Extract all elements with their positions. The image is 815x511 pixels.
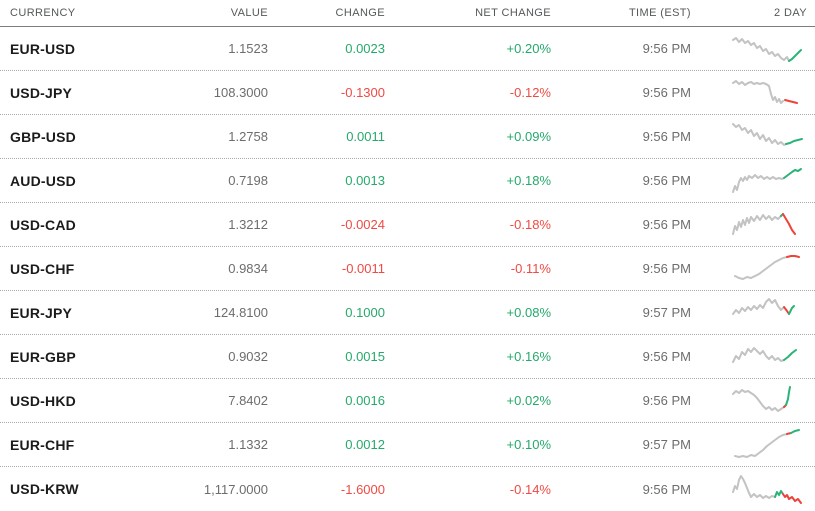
net-change-cell: +0.16% bbox=[506, 349, 551, 364]
time-cell: 9:56 PM bbox=[642, 85, 691, 100]
net-change-cell: -0.12% bbox=[509, 85, 551, 100]
table-row: USD-HKD 7.8402 0.0016 +0.02% 9:56 PM bbox=[0, 379, 815, 423]
two-day-sparkline bbox=[691, 74, 807, 112]
net-change-cell: +0.10% bbox=[506, 437, 551, 452]
change-cell: 0.0013 bbox=[345, 173, 385, 188]
value-cell: 124.8100 bbox=[213, 305, 268, 320]
table-row: USD-JPY 108.3000 -0.1300 -0.12% 9:56 PM bbox=[0, 71, 815, 115]
two-day-sparkline bbox=[691, 30, 807, 68]
table-row: EUR-JPY 124.8100 0.1000 +0.08% 9:57 PM bbox=[0, 291, 815, 335]
net-change-cell: +0.20% bbox=[506, 41, 551, 56]
table-row: EUR-GBP 0.9032 0.0015 +0.16% 9:56 PM bbox=[0, 335, 815, 379]
change-cell: 0.0023 bbox=[345, 41, 385, 56]
table-row: AUD-USD 0.7198 0.0013 +0.18% 9:56 PM bbox=[0, 159, 815, 203]
currency-pair-link[interactable]: USD-CHF bbox=[10, 260, 75, 277]
time-cell: 9:56 PM bbox=[642, 393, 691, 408]
two-day-sparkline bbox=[691, 470, 807, 508]
table-row: USD-CAD 1.3212 -0.0024 -0.18% 9:56 PM bbox=[0, 203, 815, 247]
change-cell: -1.6000 bbox=[340, 481, 385, 497]
net-change-cell: +0.02% bbox=[506, 393, 551, 408]
change-cell: -0.1300 bbox=[340, 85, 385, 100]
currency-pair-link[interactable]: USD-HKD bbox=[10, 392, 76, 409]
time-cell: 9:56 PM bbox=[642, 129, 691, 144]
two-day-sparkline bbox=[691, 250, 807, 288]
table-row: GBP-USD 1.2758 0.0011 +0.09% 9:56 PM bbox=[0, 115, 815, 159]
time-cell: 9:56 PM bbox=[642, 481, 691, 497]
table-row: EUR-CHF 1.1332 0.0012 +0.10% 9:57 PM bbox=[0, 423, 815, 467]
change-cell: 0.0012 bbox=[345, 437, 385, 452]
currency-pair-link[interactable]: USD-KRW bbox=[10, 481, 79, 497]
value-cell: 1,117.0000 bbox=[203, 481, 268, 497]
header-change: CHANGE bbox=[335, 7, 385, 19]
currency-pair-link[interactable]: EUR-USD bbox=[10, 40, 76, 57]
time-cell: 9:56 PM bbox=[642, 41, 691, 56]
value-cell: 0.9834 bbox=[228, 261, 268, 276]
net-change-cell: +0.08% bbox=[506, 305, 551, 320]
currency-pair-link[interactable]: USD-CAD bbox=[10, 216, 76, 233]
value-cell: 1.3212 bbox=[228, 217, 268, 232]
net-change-cell: -0.18% bbox=[509, 217, 551, 232]
header-currency: CURRENCY bbox=[10, 7, 76, 19]
table-body: EUR-USD 1.1523 0.0023 +0.20% 9:56 PM USD… bbox=[0, 27, 815, 511]
value-cell: 0.9032 bbox=[228, 349, 268, 364]
table-header-row: CURRENCY VALUE CHANGE NET CHANGE TIME (E… bbox=[0, 0, 815, 27]
time-cell: 9:56 PM bbox=[642, 349, 691, 364]
value-cell: 0.7198 bbox=[228, 173, 268, 188]
net-change-cell: -0.14% bbox=[509, 481, 551, 497]
two-day-sparkline bbox=[691, 206, 807, 244]
two-day-sparkline bbox=[691, 382, 807, 420]
table-row: EUR-USD 1.1523 0.0023 +0.20% 9:56 PM bbox=[0, 27, 815, 71]
value-cell: 1.1523 bbox=[228, 41, 268, 56]
header-time-est: TIME (EST) bbox=[628, 7, 691, 19]
change-cell: 0.0016 bbox=[345, 393, 385, 408]
two-day-sparkline bbox=[691, 294, 807, 332]
currency-pair-link[interactable]: EUR-JPY bbox=[10, 304, 73, 321]
change-cell: -0.0011 bbox=[341, 261, 385, 276]
net-change-cell: -0.11% bbox=[510, 261, 551, 276]
currency-pair-link[interactable]: EUR-CHF bbox=[10, 436, 75, 453]
time-cell: 9:56 PM bbox=[642, 261, 691, 276]
time-cell: 9:56 PM bbox=[642, 173, 691, 188]
time-cell: 9:56 PM bbox=[642, 217, 691, 232]
currency-pair-link[interactable]: EUR-GBP bbox=[10, 348, 76, 365]
change-cell: -0.0024 bbox=[340, 217, 385, 232]
two-day-sparkline bbox=[691, 162, 807, 200]
time-cell: 9:57 PM bbox=[642, 437, 691, 452]
value-cell: 1.2758 bbox=[228, 129, 268, 144]
header-2-day: 2 DAY bbox=[774, 7, 807, 19]
value-cell: 108.3000 bbox=[213, 85, 268, 100]
change-cell: 0.0011 bbox=[346, 129, 385, 144]
currency-pair-link[interactable]: AUD-USD bbox=[10, 172, 76, 189]
two-day-sparkline bbox=[691, 338, 807, 376]
two-day-sparkline bbox=[691, 118, 807, 156]
change-cell: 0.0015 bbox=[345, 349, 385, 364]
currency-pair-link[interactable]: USD-JPY bbox=[10, 84, 73, 101]
currency-pair-link[interactable]: GBP-USD bbox=[10, 128, 76, 145]
value-cell: 7.8402 bbox=[228, 393, 268, 408]
net-change-cell: +0.09% bbox=[506, 129, 551, 144]
table-row: USD-CHF 0.9834 -0.0011 -0.11% 9:56 PM bbox=[0, 247, 815, 291]
two-day-sparkline bbox=[691, 426, 807, 464]
header-value: VALUE bbox=[230, 7, 268, 19]
value-cell: 1.1332 bbox=[228, 437, 268, 452]
time-cell: 9:57 PM bbox=[642, 305, 691, 320]
net-change-cell: +0.18% bbox=[506, 173, 551, 188]
change-cell: 0.1000 bbox=[345, 305, 385, 320]
header-net-change: NET CHANGE bbox=[475, 7, 551, 19]
table-row: USD-KRW 1,117.0000 -1.6000 -0.14% 9:56 P… bbox=[0, 467, 815, 511]
